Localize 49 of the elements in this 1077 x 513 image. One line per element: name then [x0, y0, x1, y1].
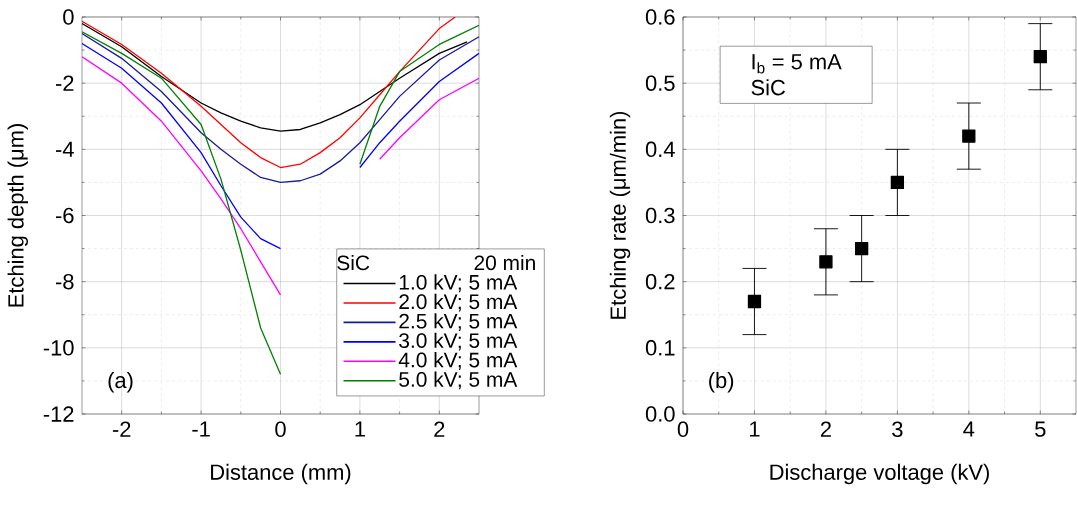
y-tick-label: -2: [55, 75, 74, 91]
x-tick-label: 5: [1035, 421, 1046, 437]
y-axis-title: Etching depth (μm): [7, 124, 29, 307]
x-tick-label: 0: [677, 421, 689, 438]
y-tick-label: 0.5: [645, 75, 675, 91]
annotation: SiC: [751, 79, 785, 96]
y-tick-label: 0.1: [645, 340, 675, 356]
y-tick-label: 0.4: [645, 141, 675, 158]
y-tick-label: -4: [55, 141, 74, 157]
point: [819, 255, 833, 269]
annotation: (a): [108, 372, 133, 393]
x-tick-label: 4: [963, 421, 975, 437]
point: [890, 175, 905, 190]
y-tick-label: 0: [63, 9, 74, 25]
x-tick-label: 2: [820, 421, 831, 437]
y-tick-label: -10: [43, 340, 74, 356]
legend-label: 2.0 kV; 5 mA: [399, 293, 518, 312]
x-tick-label: -1: [192, 421, 210, 437]
legend-label: 1.0 kV; 5 mA: [399, 274, 518, 293]
y-tick-label: -12: [43, 406, 74, 422]
x-tick-label: -2: [112, 421, 131, 437]
y-axis-title: Etching rate (μm/min): [609, 111, 631, 319]
y-tick-label: -8: [55, 273, 74, 290]
annotation: (b): [709, 372, 734, 393]
point: [854, 241, 869, 256]
y-tick-label: 0.0: [645, 406, 675, 422]
annotation: I$_{b}$ = 5 mA: [752, 54, 842, 74]
line-series: [82, 16, 456, 169]
x-tick-label: 2: [434, 421, 445, 437]
y-tick-label: 0.6: [645, 9, 675, 25]
x-axis-title: Distance (mm): [211, 463, 351, 485]
legend-label: 3.0 kV; 5 mA: [399, 332, 518, 351]
legend-label: 4.0 kV; 5 mA: [398, 352, 518, 370]
legend-label: 2.5 kV; 5 mA: [399, 313, 518, 332]
x-tick-label: 1: [750, 421, 760, 437]
legend-label: 5.0 kV; 5 mA: [399, 371, 518, 390]
line-series: [82, 32, 479, 184]
annotation: 20 min: [474, 254, 535, 271]
x-tick-label: 0: [275, 421, 286, 438]
y-tick-label: -6: [55, 207, 74, 224]
legend-title: SiC: [337, 254, 370, 271]
x-axis-title: Discharge voltage (kV): [770, 463, 989, 485]
point: [747, 294, 762, 309]
point: [1033, 50, 1047, 64]
x-tick-label: 1: [355, 421, 365, 437]
point: [962, 129, 976, 143]
y-tick-label: 0.2: [645, 273, 675, 290]
y-tick-label: 0.3: [645, 207, 675, 224]
x-tick-label: 3: [892, 421, 903, 438]
